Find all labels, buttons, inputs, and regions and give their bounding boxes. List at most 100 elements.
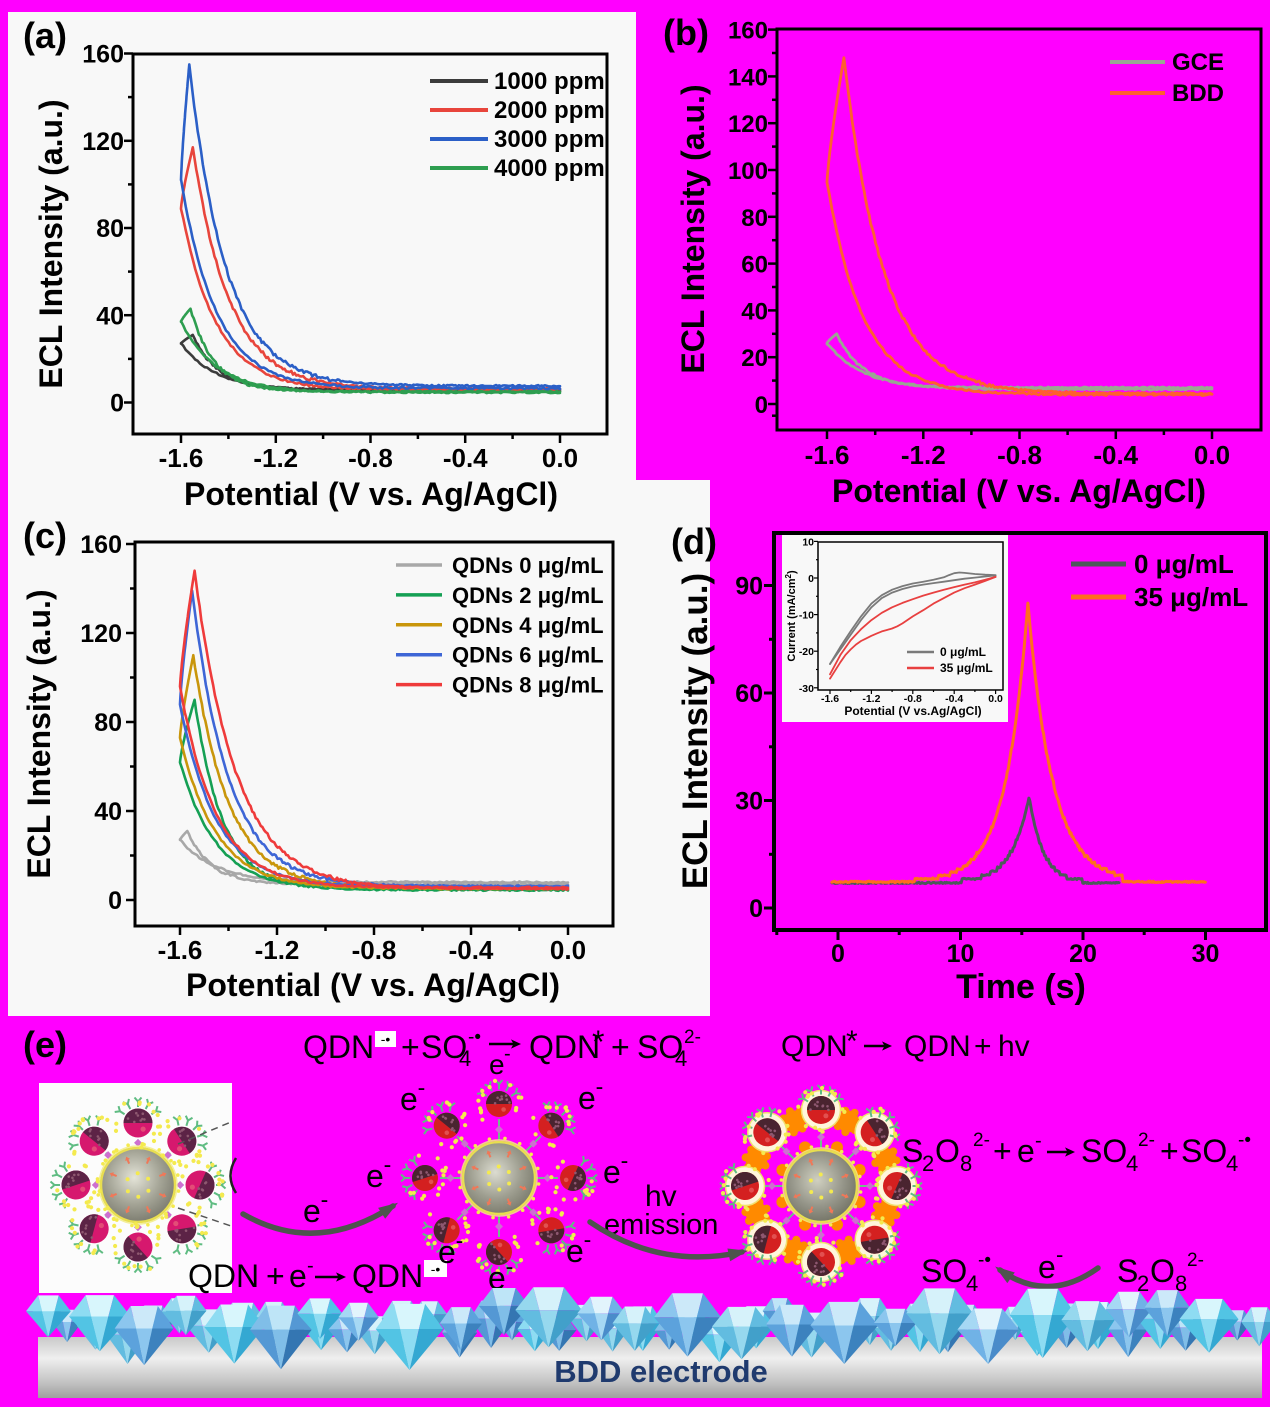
svg-text:30: 30 bbox=[1192, 940, 1220, 968]
svg-text:40: 40 bbox=[96, 302, 124, 330]
svg-text:-: - bbox=[307, 1255, 314, 1277]
svg-text:-1.6: -1.6 bbox=[821, 693, 839, 705]
svg-text:40: 40 bbox=[94, 798, 122, 826]
svg-text:120: 120 bbox=[80, 620, 122, 648]
svg-text:QDN: QDN bbox=[303, 1029, 374, 1065]
svg-text:e: e bbox=[489, 1049, 505, 1080]
svg-text:Potential (V vs. Ag/AgCl): Potential (V vs. Ag/AgCl) bbox=[832, 473, 1206, 509]
svg-text:-: - bbox=[1035, 1130, 1042, 1152]
svg-text:e: e bbox=[438, 1234, 456, 1270]
svg-text:0: 0 bbox=[831, 940, 845, 968]
svg-text:-•: -• bbox=[978, 1250, 991, 1271]
svg-text:Potential (V vs. Ag/AgCl): Potential (V vs. Ag/AgCl) bbox=[186, 967, 560, 1003]
svg-text:e: e bbox=[289, 1258, 307, 1294]
svg-text:-1.6: -1.6 bbox=[159, 443, 204, 473]
svg-text:QDNs 8 μg/mL: QDNs 8 μg/mL bbox=[452, 673, 604, 698]
svg-text:60: 60 bbox=[741, 252, 768, 279]
svg-text:GCE: GCE bbox=[1172, 49, 1224, 76]
svg-text:-10: -10 bbox=[799, 610, 814, 622]
svg-text:-: - bbox=[1056, 1242, 1063, 1267]
svg-text:SO: SO bbox=[1081, 1133, 1127, 1169]
svg-text:4000 ppm: 4000 ppm bbox=[494, 155, 605, 182]
svg-text:(c): (c) bbox=[23, 515, 67, 556]
svg-text:+: + bbox=[974, 1030, 992, 1063]
svg-text:QDN: QDN bbox=[352, 1258, 423, 1294]
svg-text:8: 8 bbox=[1175, 1271, 1187, 1296]
svg-text:-•: -• bbox=[431, 1261, 441, 1277]
svg-text:S: S bbox=[902, 1133, 923, 1169]
svg-text:90: 90 bbox=[735, 573, 763, 601]
svg-text:140: 140 bbox=[728, 64, 768, 91]
svg-text:QDNs 4 μg/mL: QDNs 4 μg/mL bbox=[452, 613, 604, 638]
svg-text:-20: -20 bbox=[799, 646, 814, 658]
svg-text:*: * bbox=[592, 1024, 604, 1060]
svg-text:-•: -• bbox=[381, 1031, 391, 1047]
svg-text:-30: -30 bbox=[799, 683, 814, 695]
svg-text:SO: SO bbox=[921, 1253, 967, 1289]
svg-text:hv: hv bbox=[645, 1180, 677, 1213]
svg-text:+: + bbox=[266, 1258, 285, 1294]
svg-text:-0.4: -0.4 bbox=[443, 443, 488, 473]
svg-text:e: e bbox=[578, 1080, 596, 1116]
svg-text:0 μg/mL: 0 μg/mL bbox=[940, 645, 986, 659]
svg-text:-1.6: -1.6 bbox=[158, 935, 203, 965]
svg-text:-: - bbox=[321, 1186, 329, 1212]
svg-text:120: 120 bbox=[728, 111, 768, 138]
svg-text:0: 0 bbox=[108, 887, 122, 915]
svg-text:-1.6: -1.6 bbox=[805, 440, 850, 470]
svg-text:e: e bbox=[566, 1233, 584, 1269]
svg-text:-•: -• bbox=[1238, 1130, 1251, 1151]
svg-text:-: - bbox=[621, 1147, 629, 1173]
svg-text:*: * bbox=[846, 1025, 858, 1058]
svg-text:35 μg/mL: 35 μg/mL bbox=[1134, 582, 1248, 612]
svg-text:-0.8: -0.8 bbox=[997, 440, 1042, 470]
svg-text:O: O bbox=[1150, 1253, 1175, 1289]
svg-text:+: + bbox=[401, 1029, 420, 1065]
svg-text:-1.2: -1.2 bbox=[253, 443, 298, 473]
svg-text:20: 20 bbox=[741, 345, 768, 372]
svg-text:80: 80 bbox=[741, 205, 768, 232]
svg-text:-: - bbox=[584, 1226, 592, 1252]
svg-text:e: e bbox=[303, 1193, 321, 1229]
svg-text:QDN: QDN bbox=[188, 1258, 259, 1294]
svg-text:20: 20 bbox=[1069, 940, 1097, 968]
svg-text:ECL Intensity (a.u.): ECL Intensity (a.u.) bbox=[33, 99, 69, 388]
svg-text:-•: -• bbox=[468, 1027, 481, 1048]
svg-text:ECL Intensity (a.u.): ECL Intensity (a.u.) bbox=[675, 84, 711, 373]
svg-text:SO: SO bbox=[637, 1029, 683, 1065]
svg-text:emission: emission bbox=[604, 1209, 718, 1241]
svg-text:0: 0 bbox=[749, 895, 763, 923]
svg-text:SO: SO bbox=[1181, 1133, 1227, 1169]
svg-text:+: + bbox=[1160, 1133, 1179, 1169]
svg-text:4: 4 bbox=[675, 1046, 687, 1071]
svg-text:e: e bbox=[366, 1158, 384, 1194]
svg-text:-1.2: -1.2 bbox=[862, 693, 880, 705]
svg-text:2: 2 bbox=[922, 1151, 934, 1176]
svg-text:10: 10 bbox=[802, 536, 814, 548]
svg-text:0: 0 bbox=[808, 573, 814, 585]
svg-text:160: 160 bbox=[80, 531, 122, 559]
svg-text:e: e bbox=[1038, 1249, 1056, 1285]
svg-text:-0.4: -0.4 bbox=[945, 693, 963, 705]
svg-text:2-: 2- bbox=[973, 1130, 990, 1151]
svg-text:2-: 2- bbox=[1187, 1250, 1204, 1271]
svg-text:60: 60 bbox=[735, 680, 763, 708]
svg-text:4: 4 bbox=[1226, 1151, 1238, 1176]
svg-text:120: 120 bbox=[82, 128, 124, 156]
svg-text:QDN: QDN bbox=[781, 1030, 848, 1063]
svg-text:QDNs 2 μg/mL: QDNs 2 μg/mL bbox=[452, 583, 604, 608]
svg-text:10: 10 bbox=[947, 940, 975, 968]
svg-text:-1.2: -1.2 bbox=[901, 440, 946, 470]
svg-text:Potential (V vs.Ag/AgCl): Potential (V vs.Ag/AgCl) bbox=[844, 704, 981, 718]
svg-text:2: 2 bbox=[1137, 1271, 1149, 1296]
svg-text:ECL Intensity (a.u.): ECL Intensity (a.u.) bbox=[21, 589, 57, 878]
svg-text:-: - bbox=[506, 1253, 514, 1279]
svg-text:-0.4: -0.4 bbox=[1093, 440, 1138, 470]
svg-text:2-: 2- bbox=[684, 1027, 701, 1048]
svg-text:BDD: BDD bbox=[1172, 80, 1224, 107]
svg-text:BDD electrode: BDD electrode bbox=[554, 1354, 768, 1389]
svg-text:0.0: 0.0 bbox=[988, 693, 1003, 705]
svg-text:4: 4 bbox=[459, 1046, 471, 1071]
svg-text:QDN: QDN bbox=[529, 1029, 600, 1065]
svg-text:ECL Intensity (a.u.): ECL Intensity (a.u.) bbox=[676, 573, 715, 889]
